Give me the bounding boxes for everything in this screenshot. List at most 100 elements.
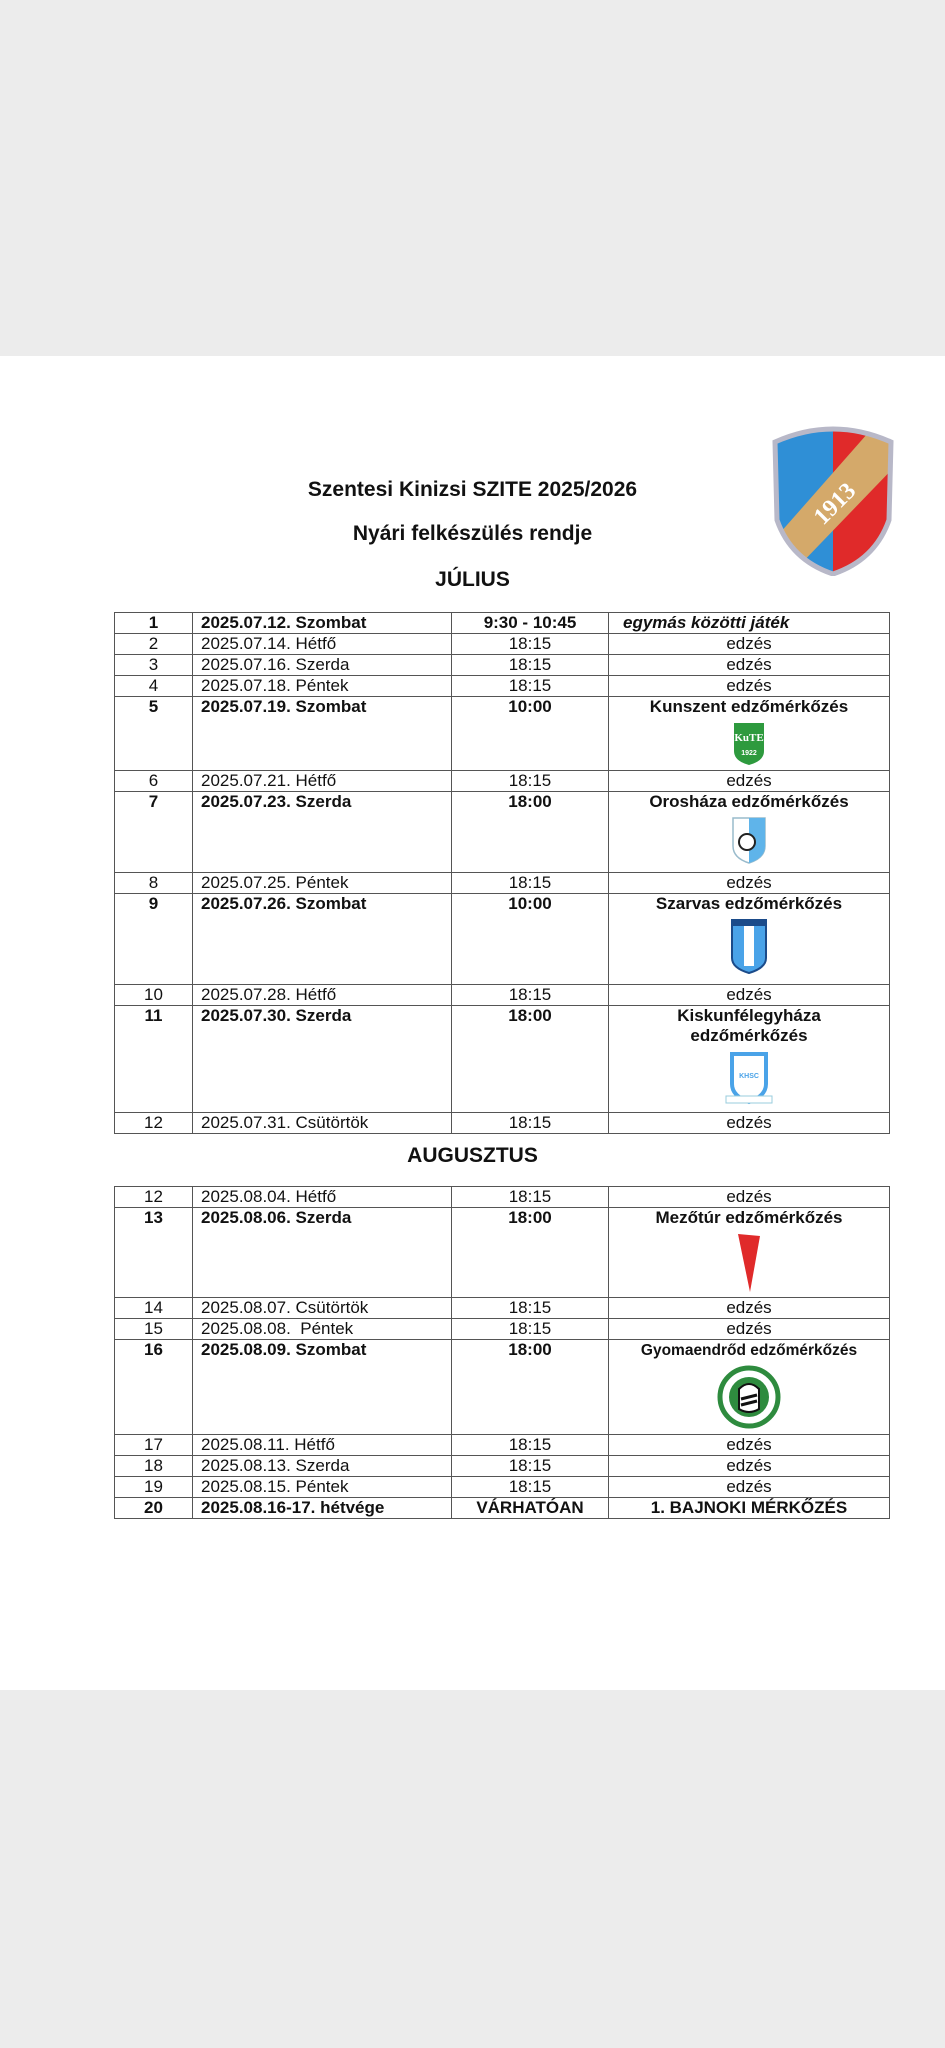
row-date: 2025.08.08. Péntek — [201, 1319, 354, 1338]
row-time: 18:15 — [508, 1298, 552, 1317]
row-activity: edzés — [726, 1456, 772, 1475]
row-date: 2025.08.07. Csütörtök — [201, 1298, 369, 1317]
row-activity: Szarvas edzőmérkőzés — [655, 894, 843, 913]
schedule-row: 12 2025.08.04. Hétfő 18:15 edzés — [114, 1186, 890, 1208]
schedule-row: 4 2025.07.18. Péntek 18:15 edzés — [114, 675, 890, 697]
row-time: 18:15 — [508, 655, 552, 674]
svg-text:KuTE: KuTE — [734, 732, 763, 744]
row-time: 18:15 — [508, 1435, 552, 1454]
row-number: 5 — [148, 697, 159, 716]
row-number: 11 — [144, 1006, 163, 1025]
row-date: 2025.08.09. Szombat — [201, 1340, 367, 1359]
row-date: 2025.08.04. Hétfő — [201, 1187, 337, 1206]
schedule-row: 16 2025.08.09. Szombat 18:00 Gyomaendrőd ed… — [114, 1339, 890, 1435]
schedule-row: 13 2025.08.06. Szerda 18:00 Mezőtúr edzőmér… — [114, 1207, 890, 1298]
schedule-row: 9 2025.07.26. Szombat 10:00 Szarvas edzőmér… — [114, 893, 890, 985]
schedule-row: 19 2025.08.15. Péntek 18:15 edzés — [114, 1476, 890, 1498]
row-number: 6 — [148, 771, 159, 790]
row-date: 2025.07.12. Szombat — [201, 613, 367, 632]
row-date: 2025.07.14. Hétfő — [201, 634, 337, 653]
schedule-row: 12 2025.07.31. Csütörtök 18:15 edzés — [114, 1112, 890, 1134]
schedule-row: 6 2025.07.21. Hétfő 18:15 edzés — [114, 770, 890, 792]
row-number: 14 — [144, 1298, 163, 1317]
row-number: 12 — [144, 1113, 163, 1132]
schedule-row: 11 2025.07.30. Szerda 18:00 Kiskunfélegyház… — [114, 1005, 890, 1113]
row-activity: edzés — [726, 1187, 772, 1206]
row-time: 18:15 — [508, 676, 552, 695]
row-date: 2025.07.31. Csütörtök — [201, 1113, 369, 1132]
row-number: 2 — [148, 634, 159, 653]
row-activity: edzés — [726, 771, 772, 790]
schedule-row: 14 2025.08.07. Csütörtök 18:15 edzés — [114, 1297, 890, 1319]
row-time: VÁRHATÓAN — [476, 1498, 584, 1517]
schedule-row: 3 2025.07.16. Szerda 18:15 edzés — [114, 654, 890, 676]
row-activity: Gyomaendrőd edzőmérkőzés — [640, 1342, 858, 1359]
row-time: 10:00 — [508, 697, 552, 716]
row-date: 2025.07.28. Hétfő — [201, 985, 337, 1004]
club-crest-logo: 1913 — [772, 426, 894, 576]
august-schedule-table: 12 2025.08.04. Hétfő 18:15 edzés 13 2025.08.0… — [114, 1186, 890, 1519]
row-date: 2025.08.15. Péntek — [201, 1477, 349, 1496]
row-activity: Mezőtúr edzőmérkőzés — [655, 1208, 843, 1227]
row-activity: edzés — [726, 873, 772, 892]
row-time: 18:15 — [508, 771, 552, 790]
schedule-document: Szentesi Kinizsi SZITE 2025/2026 Nyári f… — [0, 356, 945, 1690]
row-date: 2025.08.11. Hétfő — [201, 1435, 335, 1454]
row-number: 13 — [144, 1208, 163, 1227]
row-number: 1 — [148, 613, 159, 632]
row-date: 2025.08.06. Szerda — [201, 1208, 352, 1227]
row-date: 2025.07.18. Péntek — [201, 676, 349, 695]
schedule-row: 18 2025.08.13. Szerda 18:15 edzés — [114, 1455, 890, 1477]
row-time: 18:15 — [508, 1113, 552, 1132]
row-time: 9:30 - 10:45 — [483, 613, 577, 632]
row-time: 18:15 — [508, 1456, 552, 1475]
row-time: 18:15 — [508, 985, 552, 1004]
row-date: 2025.07.25. Péntek — [201, 873, 349, 892]
oroshaza-logo — [613, 816, 885, 869]
row-date: 2025.08.13. Szerda — [201, 1456, 350, 1475]
row-date: 2025.07.16. Szerda — [201, 655, 350, 674]
row-number: 19 — [144, 1477, 163, 1496]
svg-text:KHSC: KHSC — [739, 1073, 759, 1080]
kiskunfelegyhaza-logo: KHSC — [649, 1050, 849, 1111]
document-title: Szentesi Kinizsi SZITE 2025/2026 — [307, 478, 638, 501]
row-number: 3 — [148, 655, 159, 674]
row-time: 18:00 — [508, 792, 552, 811]
szarvas-logo — [613, 918, 885, 979]
row-number: 8 — [148, 873, 159, 892]
row-activity: edzés — [726, 1298, 772, 1317]
row-number: 7 — [148, 792, 159, 811]
row-number: 17 — [144, 1435, 163, 1454]
row-activity: 1. BAJNOKI MÉRKŐZÉS — [650, 1498, 848, 1517]
schedule-row: 15 2025.08.08. Péntek 18:15 edzés — [114, 1318, 890, 1340]
row-time: 18:15 — [508, 1187, 552, 1206]
schedule-row: 8 2025.07.25. Péntek 18:15 edzés — [114, 872, 890, 894]
row-date: 2025.07.19. Szombat — [201, 697, 367, 716]
document-subtitle: Nyári felkészülés rendje — [352, 522, 593, 545]
row-activity: egymás közötti játék — [623, 613, 790, 632]
schedule-row: 1 2025.07.12. Szombat 9:30 - 10:45 egymás k… — [114, 612, 890, 634]
row-time: 10:00 — [508, 894, 552, 913]
schedule-row: 17 2025.08.11. Hétfő 18:15 edzés — [114, 1434, 890, 1456]
row-time: 18:15 — [508, 634, 552, 653]
row-activity: edzés — [726, 1477, 772, 1496]
july-schedule-table: 1 2025.07.12. Szombat 9:30 - 10:45 egymás k… — [114, 612, 890, 1134]
row-date: 2025.07.26. Szombat — [201, 894, 367, 913]
row-activity: edzés — [726, 985, 772, 1004]
kunszent-logo: KuTE 1922 — [613, 721, 885, 770]
row-date: 2025.07.23. Szerda — [201, 792, 352, 811]
row-time: 18:15 — [508, 1477, 552, 1496]
row-time: 18:15 — [508, 873, 552, 892]
row-date: 2025.07.30. Szerda — [201, 1006, 352, 1025]
row-activity: edzés — [726, 1435, 772, 1454]
august-heading: AUGUSZTUS — [407, 1144, 538, 1167]
schedule-row: 10 2025.07.28. Hétfő 18:15 edzés — [114, 984, 890, 1006]
row-activity: Orosháza edzőmérkőzés — [649, 792, 849, 811]
row-activity: edzés — [726, 655, 772, 674]
row-activity: edzés — [726, 676, 772, 695]
row-date: 2025.08.16-17. hétvége — [201, 1498, 385, 1517]
row-activity: Kunszent edzőmérkőzés — [649, 697, 849, 716]
row-time: 18:00 — [508, 1006, 552, 1025]
gyomaendrod-logo — [613, 1365, 885, 1434]
row-time: 18:00 — [508, 1340, 552, 1359]
